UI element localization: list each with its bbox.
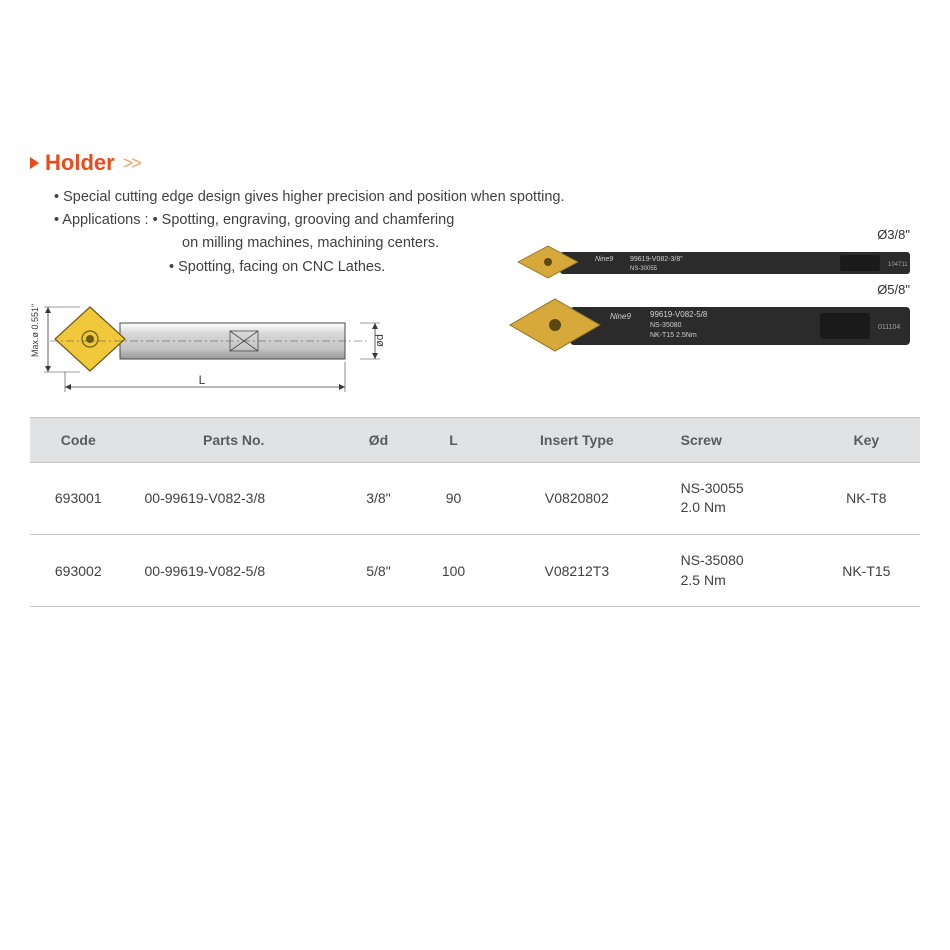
chevrons-icon: >>	[123, 153, 140, 174]
col-screw: Screw	[663, 417, 813, 462]
section-header: Holder >>	[30, 150, 920, 176]
cell-screw: NS-300552.0 Nm	[663, 462, 813, 534]
col-key: Key	[813, 417, 920, 462]
svg-text:Nine9: Nine9	[610, 312, 631, 321]
col-L: L	[416, 417, 491, 462]
spec-table: Code Parts No. Ød L Insert Type Screw Ke…	[30, 417, 920, 607]
table-row: 693001 00-99619-V082-3/8 3/8" 90 V082080…	[30, 462, 920, 534]
cell-parts: 00-99619-V082-3/8	[127, 462, 341, 534]
max-diameter-label: Max.ø 0.551"	[30, 304, 40, 357]
col-code: Code	[30, 417, 127, 462]
svg-text:104711: 104711	[888, 262, 908, 268]
section-title: Holder	[45, 150, 115, 176]
technical-drawing: Max.ø 0.551"	[30, 287, 390, 407]
svg-text:99619-V082-5/8: 99619-V082-5/8	[650, 310, 708, 319]
cell-code: 693001	[30, 462, 127, 534]
cell-od: 3/8"	[341, 462, 416, 534]
tool-photo-2: Nine9 99619-V082-5/8 NS-35080 NK-T15 2.5…	[500, 297, 920, 353]
col-insert: Insert Type	[491, 417, 663, 462]
cell-L: 90	[416, 462, 491, 534]
L-label: L	[199, 373, 206, 387]
page-content: Holder >> • Special cutting edge design …	[30, 40, 920, 607]
svg-text:99619-V082-3/8": 99619-V082-3/8"	[630, 256, 683, 263]
col-parts: Parts No.	[127, 417, 341, 462]
svg-text:NS-30055: NS-30055	[630, 266, 658, 272]
tool-photo-1: Nine9 99619-V082-3/8" NS-30055 104711	[500, 242, 920, 282]
cell-code: 693002	[30, 534, 127, 606]
table-header-row: Code Parts No. Ød L Insert Type Screw Ke…	[30, 417, 920, 462]
svg-text:011104: 011104	[878, 324, 900, 331]
arrow-icon	[30, 157, 39, 169]
photo-label-1: Ø3/8"	[500, 227, 920, 242]
svg-text:NK-T15 2.5Nm: NK-T15 2.5Nm	[650, 332, 697, 339]
bullet-1: • Special cutting edge design gives high…	[54, 186, 920, 209]
diagram-area: Max.ø 0.551"	[30, 287, 920, 407]
table-row: 693002 00-99619-V082-5/8 5/8" 100 V08212…	[30, 534, 920, 606]
cell-screw: NS-350802.5 Nm	[663, 534, 813, 606]
col-od: Ød	[341, 417, 416, 462]
cell-key: NK-T15	[813, 534, 920, 606]
cell-insert: V08212T3	[491, 534, 663, 606]
cell-L: 100	[416, 534, 491, 606]
product-photos: Ø3/8" Nine9 99619-V082-3/8" NS-30055 104…	[500, 227, 920, 353]
cell-insert: V0820802	[491, 462, 663, 534]
svg-text:Nine9: Nine9	[595, 256, 613, 263]
svg-text:NS-35080: NS-35080	[650, 322, 682, 329]
cell-key: NK-T8	[813, 462, 920, 534]
photo-label-2: Ø5/8"	[500, 282, 920, 297]
cell-od: 5/8"	[341, 534, 416, 606]
od-label: ød	[374, 334, 386, 347]
cell-parts: 00-99619-V082-5/8	[127, 534, 341, 606]
